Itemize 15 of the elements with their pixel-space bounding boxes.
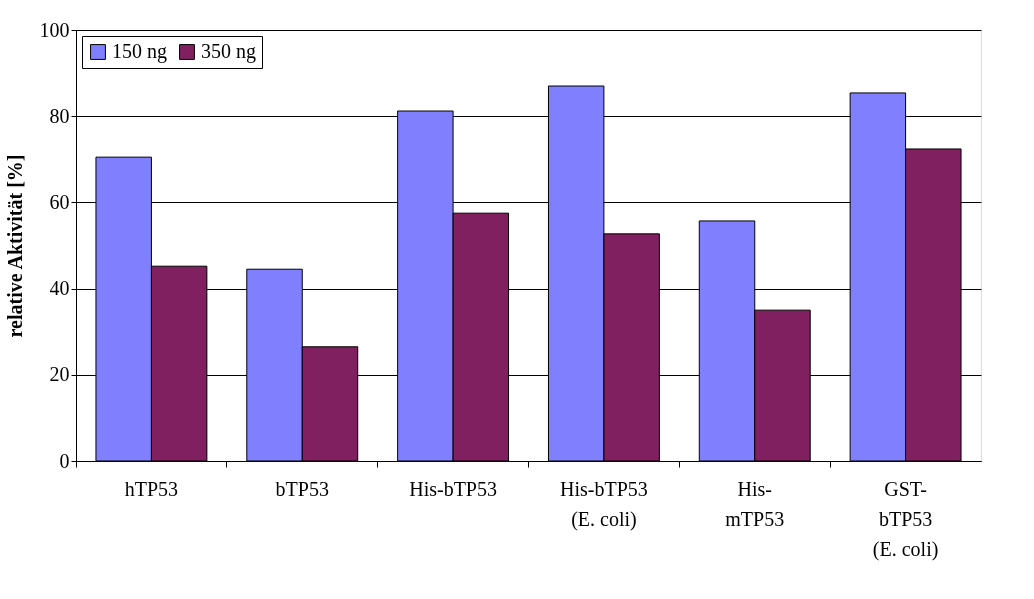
x-tick-label: His-bTP53 (409, 477, 497, 500)
y-tick-label: 20 (49, 363, 70, 386)
x-tick-label: hTP53 (124, 477, 179, 500)
y-tick-label: 80 (49, 104, 70, 127)
y-tick-label: 100 (39, 18, 70, 41)
y-tick-label: 60 (49, 190, 70, 213)
x-tick-label: bTP53 (275, 477, 329, 500)
x-tick-label: GST- bTP53 (E. coli) (872, 477, 939, 561)
legend-label: 350 ng (201, 40, 256, 63)
y-tick-label: 40 (49, 277, 70, 300)
x-tick-label: His-bTP53 (E. coli) (560, 477, 648, 531)
legend-label: 150 ng (112, 40, 167, 63)
y-tick-label: 0 (59, 449, 70, 472)
x-tick-label: His- mTP53 (725, 477, 785, 530)
y-axis-title: relative Aktivität [%] (3, 154, 26, 338)
